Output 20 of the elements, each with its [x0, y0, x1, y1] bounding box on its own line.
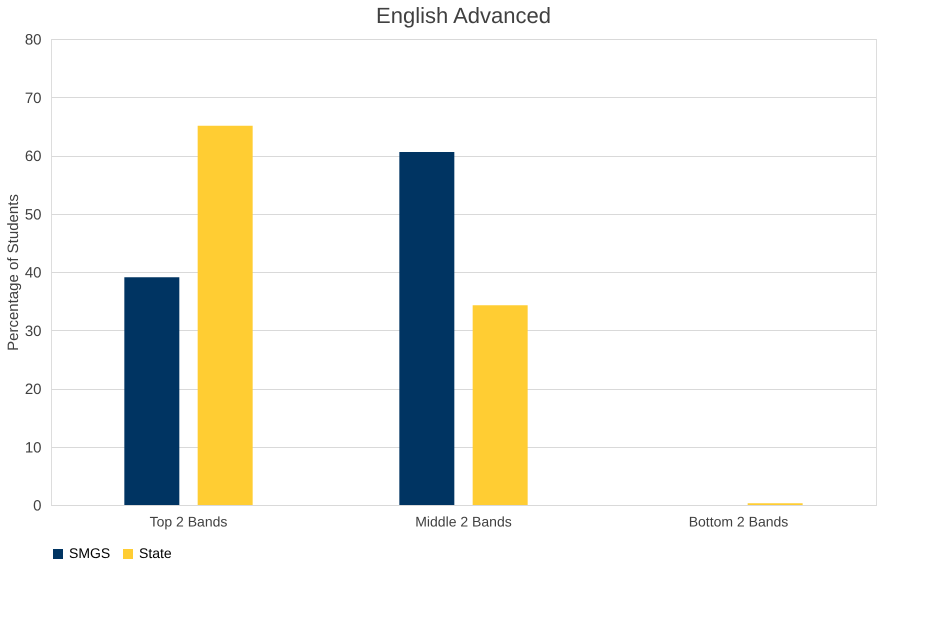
y-tick-label: 40 [24, 264, 42, 282]
y-tick-label: 60 [24, 148, 42, 165]
legend-label: SMGS [69, 545, 110, 561]
bar [472, 305, 528, 505]
bar [198, 126, 253, 505]
chart-title: English Advanced [376, 3, 551, 28]
x-tick-label: Bottom 2 Bands [688, 514, 788, 530]
y-tick-label: 0 [33, 498, 42, 514]
x-tick-label: Middle 2 Bands [415, 514, 512, 530]
y-axis-title: Percentage of Students [4, 194, 22, 351]
y-tick-label: 30 [24, 322, 42, 340]
y-tick-label: 50 [24, 206, 42, 224]
x-tick-label: Top 2 Bands [150, 514, 228, 530]
legend-label: State [139, 545, 172, 561]
y-tick-label: 20 [24, 381, 42, 398]
bar [399, 152, 454, 505]
y-tick-label: 80 [24, 32, 42, 48]
y-tick-label: 70 [24, 90, 42, 107]
y-tick-label: 10 [24, 439, 42, 456]
bar [124, 277, 180, 505]
